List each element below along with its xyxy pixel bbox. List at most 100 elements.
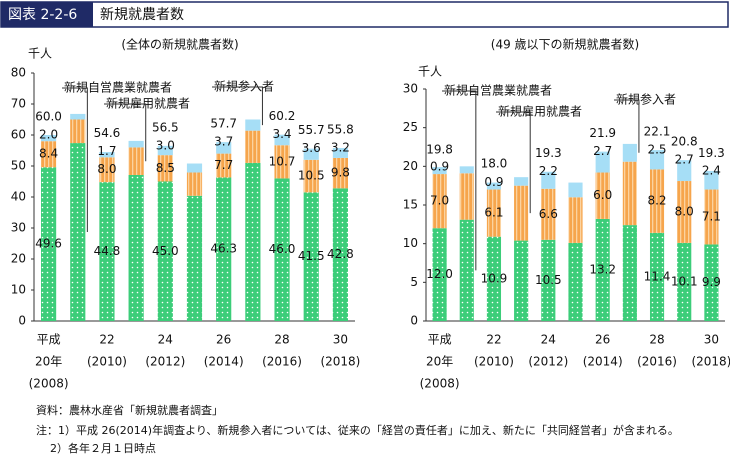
total-label: 19.8 [426,142,453,156]
total-label: 20.8 [671,135,698,149]
value-label: 7.0 [430,194,449,208]
bar-segment [432,228,447,321]
bar-segment [186,163,203,173]
y-tick-label: 25 [403,120,418,134]
value-label: 8.0 [675,204,694,218]
x-tick-label: 28 [649,333,664,347]
bar-segment [541,239,556,321]
value-label: 10.7 [269,154,296,168]
series-annotation: 新規自営農業就農者 [444,83,552,98]
leader-line [212,86,263,126]
y-tick-label: 15 [403,198,418,212]
bar-segment [157,155,173,182]
bar-segment [157,145,173,156]
bar-segment [649,169,665,233]
value-label: 2.0 [39,128,58,142]
bar-segment [622,225,637,321]
bar-segment [486,182,502,190]
x-tick-label: 20年 [35,355,62,369]
leader-line [496,111,531,214]
value-label: 42.8 [327,247,354,261]
bar-segment [128,147,144,175]
bar-segment [622,143,637,162]
bar-segment [568,182,583,198]
value-label: 7.1 [702,209,721,223]
x-tick-label: (2010) [474,355,514,369]
x-tick-label: (2008) [29,377,69,391]
total-label: 19.3 [698,146,725,160]
bar-segment [486,189,502,237]
y-tick-label: 30 [403,82,418,96]
value-label: 0.9 [484,175,503,189]
bar-segment [514,177,529,186]
y-tick-label: 40 [11,190,26,204]
value-label: 44.8 [94,244,121,258]
bar-segment [595,151,610,173]
total-label: 18.0 [481,156,508,170]
bar-segment [99,152,115,158]
value-label: 2.5 [647,143,666,157]
value-label: 0.9 [430,160,449,174]
leader-line [614,99,640,153]
value-label: 3.6 [302,141,321,155]
y-tick-label: 5 [410,275,418,289]
series-annotation: 新規自営農業就農者 [64,80,172,95]
bar-segment [274,134,290,146]
value-label: 11.4 [644,269,671,283]
y-tick-label: 80 [11,66,26,80]
value-label: 10.5 [298,169,325,183]
value-label: 1.7 [97,144,116,158]
value-label: 3.2 [331,141,350,155]
leader-line [104,103,147,162]
bar-segment [216,142,232,154]
x-tick-label: 28 [274,333,289,347]
x-tick-label: 24 [541,333,556,347]
bar-segment [157,181,173,321]
bar-segment [459,166,474,174]
bar-segment [245,119,261,131]
x-tick-label: 平成 [428,333,452,347]
bar-segment [186,172,203,196]
bar-segment [677,160,692,182]
total-label: 19.3 [535,146,562,160]
bar-segment [332,157,348,189]
bar-segment [514,240,529,321]
total-label: 22.1 [644,125,671,139]
bar-segment [568,197,583,243]
bar-segment [704,170,719,190]
bar-segment [649,232,665,321]
leader-line [442,90,477,271]
y-tick-label: 70 [11,97,26,111]
bar-segment [70,119,86,144]
bar-segment [677,181,692,243]
total-label: 60.2 [269,109,296,123]
value-label: 2.7 [675,153,694,167]
bar-segment [568,242,583,321]
bar-segment [432,167,447,175]
value-label: 7.7 [214,158,233,172]
x-tick-label: 22 [486,333,501,347]
y-tick-label: 50 [11,159,26,173]
y-tick-label: 0 [18,314,26,328]
bar-segment [704,244,719,321]
value-label: 3.4 [272,127,291,141]
y-tick-label: 20 [403,159,418,173]
bar-segment [245,130,261,163]
bar-segment [514,185,529,241]
bar-segment [541,188,556,240]
y-tick-label: 30 [11,221,26,235]
bar-segment [432,174,447,229]
total-label: 55.8 [327,123,354,137]
bar-segment [186,195,203,321]
x-tick-label: 26 [216,333,231,347]
x-tick-label: 30 [333,333,348,347]
total-label: 55.7 [298,123,325,137]
value-label: 10.5 [535,273,562,287]
x-tick-label: 平成 [37,333,61,347]
bar-segment [541,171,556,189]
bar-segment [595,218,610,321]
value-label: 2.2 [539,164,558,178]
value-label: 8.0 [97,162,116,176]
total-label: 57.7 [210,117,237,131]
value-label: 8.2 [647,194,666,208]
